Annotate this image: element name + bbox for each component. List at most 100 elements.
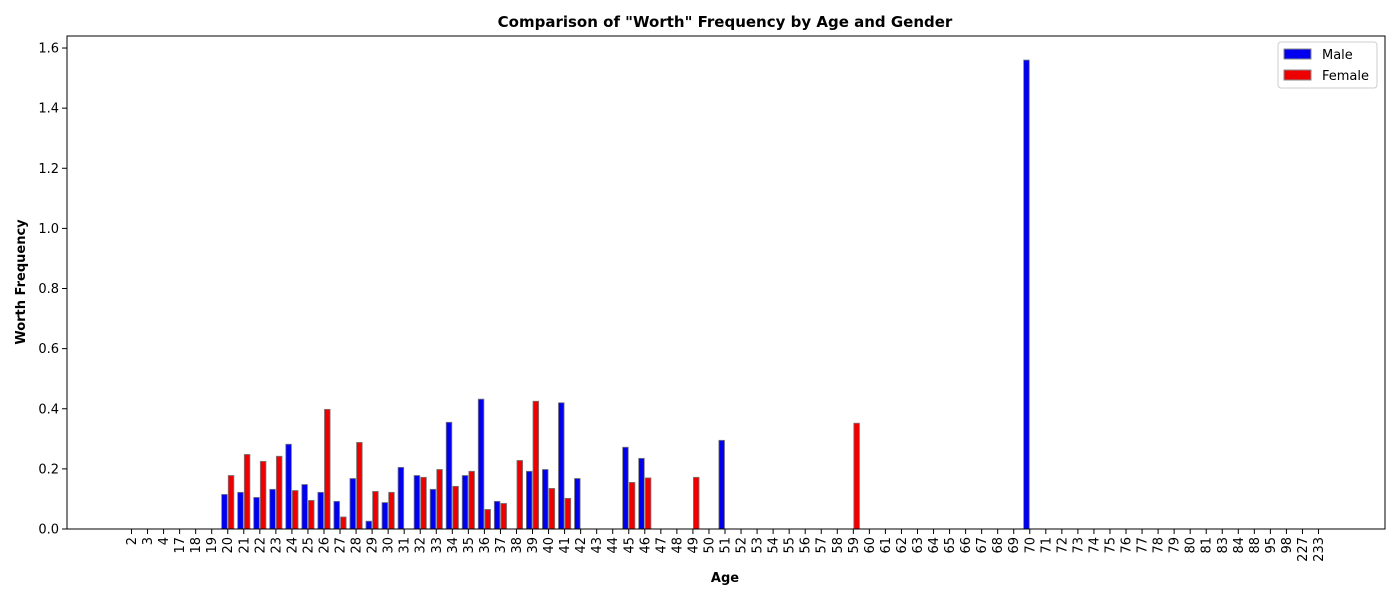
x-tick-label: 38 (510, 537, 525, 554)
x-tick-label: 227 (1296, 537, 1311, 562)
x-tick-label: 62 (895, 537, 910, 554)
x-tick-label: 55 (783, 537, 798, 554)
x-tick-label: 233 (1312, 537, 1327, 562)
legend-label-female: Female (1322, 69, 1369, 84)
bar-female (259, 460, 267, 530)
x-tick-label: 67 (975, 537, 990, 554)
bar-male (381, 502, 389, 530)
bar-female (275, 455, 283, 530)
x-tick-label: 98 (1280, 537, 1295, 554)
plot-area: 0.00.20.40.60.81.01.21.41.62 3 4 17 18 19 20 21… (38, 42, 1327, 562)
bar-male (317, 491, 324, 530)
legend-swatch-male (1283, 48, 1312, 60)
x-tick-label: 79 (1168, 537, 1183, 554)
x-tick-label: 31 (398, 537, 413, 554)
bar-male (365, 520, 373, 530)
x-tick-label: 78 (1152, 537, 1167, 554)
bar-female (628, 482, 636, 530)
bar-male (397, 466, 405, 530)
x-tick-label: 22 (253, 537, 268, 554)
x-tick-label: 25 (301, 537, 316, 554)
x-tick-label: 35 (462, 537, 477, 554)
y-tick-label: 0.0 (38, 523, 59, 538)
x-tick-label: 23 (269, 537, 284, 554)
bar-female (227, 475, 235, 530)
x-tick-label: 57 (815, 537, 830, 554)
x-tick-label: 37 (494, 537, 509, 554)
x-tick-label: 71 (1039, 537, 1054, 554)
bar-female (564, 497, 572, 530)
bar-male (301, 484, 308, 530)
x-tick-label: 33 (430, 537, 445, 554)
x-tick-label: 21 (237, 537, 252, 554)
bar-female (340, 516, 347, 530)
x-tick-label: 36 (478, 537, 493, 554)
x-tick-label: 56 (799, 537, 814, 554)
x-tick-label: 19 (205, 537, 220, 554)
bar-female (324, 408, 331, 530)
bar-male (542, 469, 549, 530)
x-tick-label: 70 (1023, 537, 1038, 554)
bar-female (693, 476, 700, 530)
x-tick-label: 24 (285, 537, 300, 554)
bar-male (413, 475, 421, 530)
x-tick-label: 59 (847, 537, 862, 554)
bar-female (372, 491, 379, 530)
x-tick-label: 32 (414, 537, 429, 554)
bar-female (292, 490, 299, 530)
bar-female (500, 503, 507, 530)
bar-male (574, 478, 581, 530)
bar-male (285, 443, 292, 530)
x-tick-label: 43 (590, 537, 605, 554)
x-tick-label: 69 (1007, 537, 1022, 554)
x-tick-label: 54 (767, 537, 782, 554)
y-tick-label: 1.2 (38, 162, 59, 177)
x-tick-label: 63 (911, 537, 926, 554)
bar-male (253, 497, 260, 530)
x-tick-label: 26 (317, 537, 332, 554)
bar-male (349, 478, 356, 530)
x-tick-label: 88 (1248, 537, 1263, 554)
x-tick-label: 48 (670, 537, 685, 554)
x-tick-label: 41 (558, 537, 573, 554)
bar-female (388, 491, 395, 530)
y-tick-label: 0.6 (38, 342, 59, 357)
bar-female (436, 469, 443, 530)
bar-male (269, 488, 276, 530)
plot-frame (66, 35, 1386, 530)
x-tick-label: 40 (542, 537, 557, 554)
x-axis-label: Age (711, 571, 739, 586)
bar-male (461, 475, 469, 530)
x-tick-label: 44 (606, 537, 621, 554)
y-tick-label: 0.2 (38, 462, 59, 477)
x-tick-label: 53 (751, 537, 766, 554)
x-tick-label: 3 (141, 537, 156, 545)
x-tick-label: 83 (1216, 537, 1231, 554)
x-tick-label: 80 (1184, 537, 1199, 554)
x-tick-label: 27 (334, 537, 349, 554)
bar-female (644, 477, 652, 530)
bar-female (420, 476, 427, 530)
x-tick-label: 30 (382, 537, 397, 554)
x-tick-label: 66 (959, 537, 974, 554)
x-tick-label: 28 (350, 537, 365, 554)
legend: Male Female (1277, 41, 1378, 89)
x-tick-label: 49 (686, 537, 701, 554)
x-tick-label: 68 (991, 537, 1006, 554)
x-tick-label: 17 (173, 537, 188, 554)
bar-male (558, 402, 565, 530)
x-tick-label: 45 (622, 537, 637, 554)
chart-title: Comparison of "Worth" Frequency by Age a… (498, 13, 953, 31)
x-tick-label: 81 (1200, 537, 1215, 554)
bar-male (429, 488, 437, 530)
bar-male (221, 494, 228, 530)
x-tick-label: 76 (1120, 537, 1135, 554)
x-tick-label: 29 (366, 537, 381, 554)
x-tick-label: 4 (157, 537, 172, 545)
x-tick-label: 2 (125, 537, 140, 545)
x-tick-label: 18 (189, 537, 204, 554)
x-tick-label: 50 (702, 537, 717, 554)
legend-swatch-female (1283, 69, 1312, 81)
bar-female (468, 470, 475, 530)
x-tick-label: 34 (446, 537, 461, 554)
